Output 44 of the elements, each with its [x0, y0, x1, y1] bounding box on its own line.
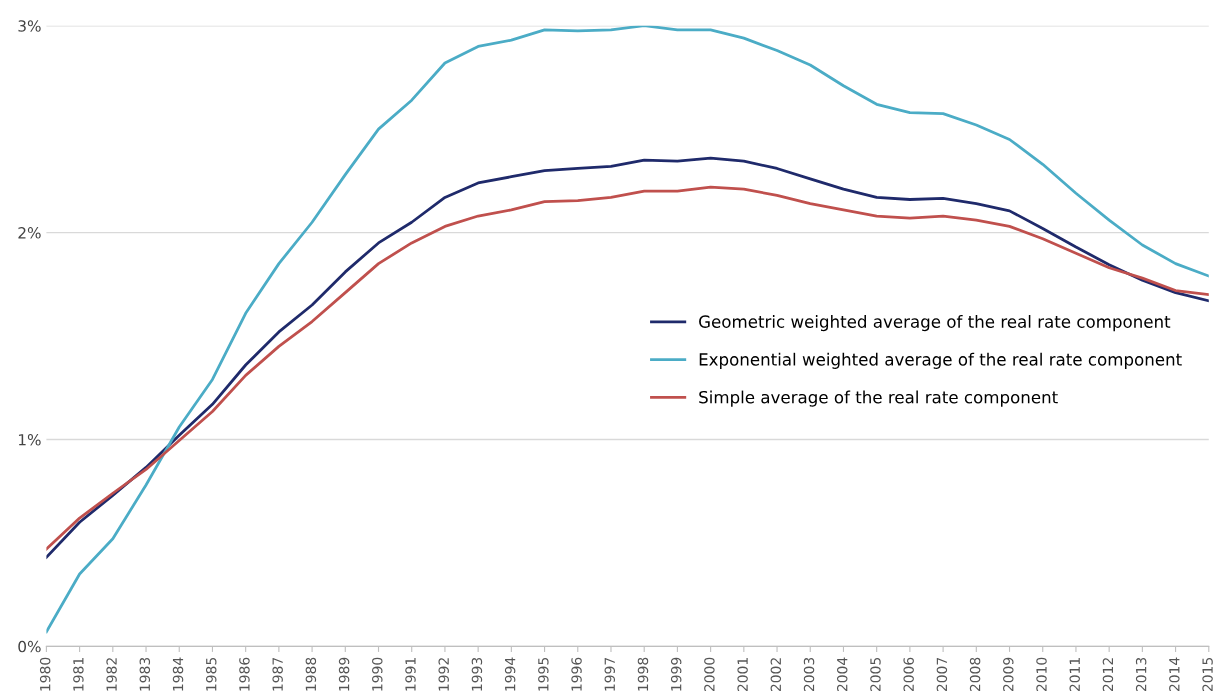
x-tick-label: 1986	[239, 657, 250, 691]
legend-label: Exponential weighted average of the real rate component	[699, 352, 1182, 369]
x-tick-label: 1980	[39, 657, 51, 691]
x-tick-label: 2014	[1169, 657, 1180, 692]
y-tick-label: 2%	[18, 227, 41, 239]
x-tick-label: 2013	[1135, 657, 1147, 692]
x-tick-label: 2011	[1069, 658, 1080, 692]
x-tick-label: 1994	[504, 657, 516, 691]
x-tick-label: 1991	[405, 658, 416, 691]
legend-label: Simple average of the real rate component	[699, 390, 1058, 407]
x-tick-label: 2005	[870, 657, 881, 692]
y-tick-label: 3%	[18, 20, 41, 32]
x-tick-label: 2008	[969, 657, 981, 692]
x-tick-label: 2010	[1036, 657, 1047, 692]
x-tick-label: 2000	[704, 657, 715, 692]
x-tick-label: 1983	[139, 657, 151, 691]
x-tick-label: 1989	[338, 657, 350, 691]
x-tick-label: 1988	[305, 657, 317, 691]
x-tick-label: 1992	[438, 658, 449, 691]
x-tick-label: 1996	[571, 657, 582, 691]
x-tick-label: 2003	[803, 657, 815, 692]
x-tick-label: 2001	[737, 658, 748, 692]
legend-label: Geometric weighted average of the real rate component	[699, 315, 1171, 332]
x-tick-label: 2006	[903, 657, 914, 692]
x-tick-label: 2007	[936, 657, 948, 692]
x-tick-label: 1997	[604, 657, 616, 691]
x-tick-label: 1987	[272, 657, 283, 691]
x-tick-label: 1984	[172, 657, 184, 691]
y-tick-label: 1%	[18, 433, 41, 446]
x-tick-label: 1990	[372, 657, 383, 691]
x-tick-label: 2015	[1202, 657, 1213, 692]
x-tick-label: 1995	[538, 657, 549, 691]
y-tick-label: 0%	[18, 640, 41, 653]
x-tick-label: 1999	[670, 657, 682, 691]
x-tick-label: 1982	[106, 658, 117, 691]
line-series	[46, 25, 1209, 634]
x-tick-label: 2009	[1003, 657, 1014, 692]
x-tick-label: 2002	[770, 658, 782, 692]
x-tick-label: 1981	[73, 658, 84, 691]
x-tick-label: 2012	[1102, 658, 1114, 692]
x-tick-label: 1993	[471, 657, 483, 691]
x-tick-label: 2004	[836, 657, 848, 692]
x-tick-label: 1998	[637, 657, 649, 691]
x-tick-label: 1985	[205, 657, 217, 691]
